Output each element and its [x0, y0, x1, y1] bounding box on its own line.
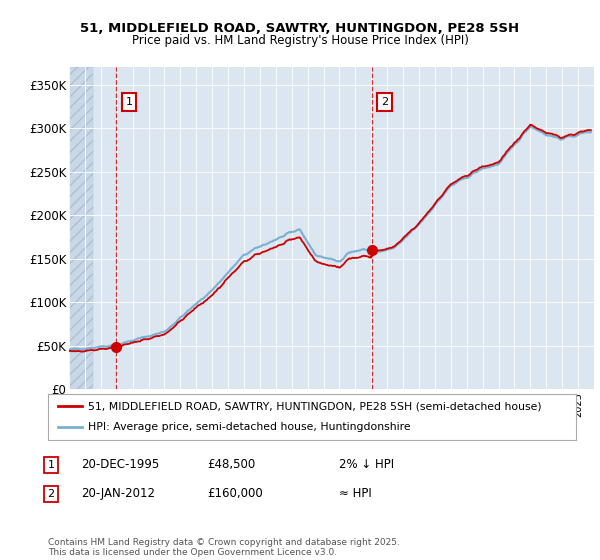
Text: 2: 2 [47, 489, 55, 499]
Text: 20-JAN-2012: 20-JAN-2012 [81, 487, 155, 501]
Text: HPI: Average price, semi-detached house, Huntingdonshire: HPI: Average price, semi-detached house,… [88, 422, 410, 432]
Text: Price paid vs. HM Land Registry's House Price Index (HPI): Price paid vs. HM Land Registry's House … [131, 34, 469, 46]
Text: 2: 2 [381, 97, 388, 107]
Text: Contains HM Land Registry data © Crown copyright and database right 2025.
This d: Contains HM Land Registry data © Crown c… [48, 538, 400, 557]
Text: ≈ HPI: ≈ HPI [339, 487, 372, 501]
Text: 1: 1 [125, 97, 133, 107]
Text: £160,000: £160,000 [207, 487, 263, 501]
Text: 2% ↓ HPI: 2% ↓ HPI [339, 458, 394, 472]
Text: 1: 1 [47, 460, 55, 470]
Text: 51, MIDDLEFIELD ROAD, SAWTRY, HUNTINGDON, PE28 5SH: 51, MIDDLEFIELD ROAD, SAWTRY, HUNTINGDON… [80, 22, 520, 35]
Text: 20-DEC-1995: 20-DEC-1995 [81, 458, 159, 472]
Text: £48,500: £48,500 [207, 458, 255, 472]
Bar [69, 67, 93, 389]
Text: 51, MIDDLEFIELD ROAD, SAWTRY, HUNTINGDON, PE28 5SH (semi-detached house): 51, MIDDLEFIELD ROAD, SAWTRY, HUNTINGDON… [88, 401, 541, 411]
